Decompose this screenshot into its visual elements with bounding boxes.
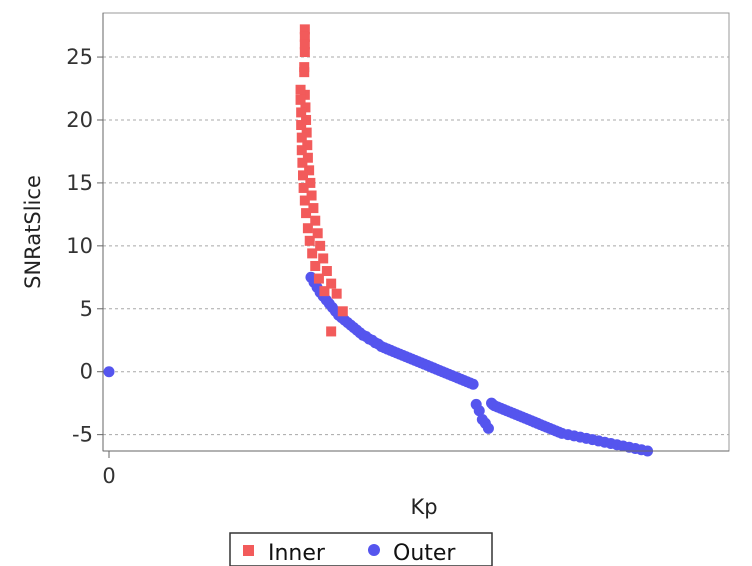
point-inner xyxy=(326,326,337,337)
point-inner xyxy=(302,223,313,234)
point-inner xyxy=(300,102,311,113)
point-inner xyxy=(297,157,308,168)
point-inner xyxy=(315,240,326,251)
y-axis-ticks: -5 0 5 10 15 20 25 xyxy=(66,45,103,447)
point-inner xyxy=(296,120,307,131)
y-tick-label: 0 xyxy=(80,360,93,384)
legend-label-outer: Outer xyxy=(393,541,456,566)
point-inner xyxy=(310,260,321,271)
point-inner xyxy=(308,203,319,214)
point-inner xyxy=(295,94,306,105)
point-inner xyxy=(299,47,310,58)
point-inner xyxy=(306,190,317,201)
point-outer xyxy=(473,405,485,417)
point-inner xyxy=(304,235,315,246)
point-inner xyxy=(305,177,316,188)
point-inner xyxy=(310,215,321,226)
point-inner xyxy=(307,248,318,259)
point-inner xyxy=(299,39,310,50)
legend-label-inner: Inner xyxy=(268,541,326,566)
y-tick-label: 15 xyxy=(66,171,93,195)
point-inner xyxy=(296,132,307,143)
point-inner xyxy=(312,228,323,239)
legend-marker-outer xyxy=(368,544,380,556)
y-axis-title: SNRatSlice xyxy=(21,175,45,289)
point-outer xyxy=(482,422,494,434)
point-inner xyxy=(298,182,309,193)
data-points xyxy=(103,24,654,457)
point-inner xyxy=(318,253,329,264)
x-axis-ticks: 0 xyxy=(102,451,116,488)
legend-marker-inner xyxy=(243,545,254,556)
point-inner xyxy=(302,152,313,163)
point-inner xyxy=(299,67,310,78)
x-tick-label: 0 xyxy=(102,464,115,488)
y-tick-label: 25 xyxy=(66,45,93,69)
point-inner xyxy=(326,278,337,289)
legend: Inner Outer xyxy=(229,532,493,566)
point-inner xyxy=(337,306,348,317)
point-inner xyxy=(295,84,306,95)
point-inner xyxy=(331,288,342,299)
point-outer xyxy=(103,366,115,378)
point-inner xyxy=(299,89,310,100)
point-inner xyxy=(301,208,312,219)
point-inner xyxy=(298,170,309,181)
x-axis-title: Kp xyxy=(410,495,437,519)
point-inner xyxy=(319,286,330,297)
point-inner xyxy=(296,107,307,118)
y-tick-label: 20 xyxy=(66,108,93,132)
point-inner xyxy=(299,31,310,42)
point-inner xyxy=(313,273,324,284)
point-inner xyxy=(321,266,332,277)
point-inner xyxy=(301,127,312,138)
series-inner xyxy=(295,24,348,337)
point-inner xyxy=(296,145,307,156)
gridlines xyxy=(103,56,729,436)
point-inner xyxy=(299,62,310,73)
y-tick-label: 10 xyxy=(66,234,93,258)
point-inner xyxy=(302,140,313,151)
point-inner xyxy=(299,195,310,206)
point-outer xyxy=(467,378,479,390)
series-outer xyxy=(103,271,654,457)
legend-box xyxy=(229,532,493,566)
plot-area xyxy=(102,12,730,452)
point-inner xyxy=(304,165,315,176)
point-inner xyxy=(299,24,310,35)
y-tick-label: -5 xyxy=(72,423,93,447)
point-inner xyxy=(301,114,312,125)
y-tick-label: 5 xyxy=(80,297,93,321)
